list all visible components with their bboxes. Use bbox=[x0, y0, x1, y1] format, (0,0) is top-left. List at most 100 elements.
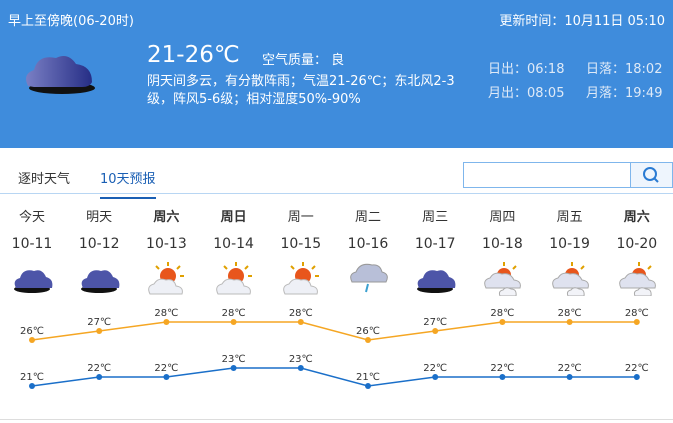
divider bbox=[0, 419, 673, 420]
day-column: 周四 10-18 bbox=[469, 206, 536, 300]
high-temp-label: 28℃ bbox=[490, 308, 514, 319]
high-temp-point bbox=[230, 319, 237, 325]
date: 10-11 bbox=[11, 236, 53, 252]
overcast-weather-icon bbox=[417, 270, 456, 293]
high-temp-point bbox=[633, 319, 640, 325]
low-temp-label: 23℃ bbox=[222, 354, 246, 365]
weekday: 周一 bbox=[287, 210, 314, 225]
date: 10-19 bbox=[549, 236, 590, 252]
overcast-weather-icon bbox=[81, 270, 120, 293]
air-quality: 空气质量： 良 bbox=[262, 53, 345, 68]
high-temp-label: 28℃ bbox=[558, 308, 582, 319]
weekday: 周六 bbox=[153, 210, 180, 225]
sunset: 日落：18:02 bbox=[586, 62, 663, 77]
partly-cloudy-weather-icon bbox=[484, 262, 522, 297]
tab-bar: 逐时天气 10天预报 bbox=[0, 156, 673, 199]
high-temp-point bbox=[96, 328, 103, 334]
low-temp-point bbox=[96, 374, 103, 380]
weekday: 周六 bbox=[623, 210, 650, 225]
weekday: 明天 bbox=[86, 210, 113, 225]
day-column: 周二 10-16 bbox=[335, 206, 402, 300]
tab-10-day[interactable]: 10天预报 bbox=[100, 168, 156, 199]
day-column: 今天 10-11 bbox=[0, 206, 66, 300]
date: 10-15 bbox=[280, 236, 322, 252]
low-temp-point bbox=[297, 365, 304, 371]
date: 10-18 bbox=[482, 236, 523, 252]
date: 10-14 bbox=[213, 236, 254, 252]
high-temp-point bbox=[365, 337, 371, 343]
day-column: 周日 10-14 bbox=[200, 206, 267, 300]
low-temp-label: 22℃ bbox=[625, 363, 649, 374]
day-column: 周五 10-19 bbox=[536, 206, 603, 300]
high-temp-point bbox=[432, 328, 439, 334]
high-temp-label: 26℃ bbox=[356, 326, 380, 337]
weekday: 周三 bbox=[422, 210, 449, 225]
search-button[interactable] bbox=[630, 162, 673, 188]
high-temp-label: 28℃ bbox=[222, 308, 246, 319]
low-temp-point bbox=[432, 374, 439, 380]
day-column: 周六 10-20 bbox=[603, 206, 670, 300]
low-temp-label: 23℃ bbox=[289, 354, 313, 365]
day-column: 周六 10-13 bbox=[133, 206, 200, 300]
high-temp-label: 27℃ bbox=[423, 317, 447, 328]
date: 10-12 bbox=[78, 236, 120, 252]
temperature-chart: 26℃ 27℃ 28℃ 28℃ 28℃ 26℃ 27℃ 28℃ 28℃ 28℃ 21℃ 22℃ 22℃ 2… bbox=[20, 308, 649, 389]
high-temp-label: 28℃ bbox=[154, 308, 178, 319]
low-temp-label: 22℃ bbox=[558, 363, 582, 374]
day-column: 周三 10-17 bbox=[402, 206, 469, 300]
sun-cloud-weather-icon bbox=[148, 262, 185, 295]
high-temp-point bbox=[566, 319, 573, 325]
high-temp-label: 26℃ bbox=[20, 326, 44, 337]
weekday: 今天 bbox=[18, 210, 45, 225]
weekday: 周五 bbox=[556, 210, 583, 225]
low-temp-point bbox=[230, 365, 237, 371]
shower-weather-icon bbox=[350, 263, 388, 293]
forecast-period: 早上至傍晚(06-20时) bbox=[8, 14, 134, 29]
low-temp-point bbox=[633, 374, 640, 380]
sun-cloud-weather-icon bbox=[215, 262, 252, 295]
date: 10-16 bbox=[347, 236, 389, 252]
low-temp-point bbox=[566, 374, 573, 380]
sun-cloud-weather-icon bbox=[282, 262, 319, 295]
high-temp-point bbox=[163, 319, 170, 325]
low-temp-label: 21℃ bbox=[20, 372, 44, 383]
overcast-weather-icon bbox=[14, 270, 53, 293]
weekday: 周四 bbox=[489, 210, 516, 225]
update-time: 更新时间：10月11日 05:10 bbox=[499, 14, 665, 29]
high-temp-point bbox=[297, 319, 304, 325]
partly-cloudy-weather-icon bbox=[618, 262, 656, 297]
low-temp-point bbox=[29, 383, 35, 389]
partly-cloudy-weather-icon bbox=[551, 262, 589, 297]
high-temp-point bbox=[499, 319, 506, 325]
low-temp-point bbox=[365, 383, 371, 389]
low-temp-label: 22℃ bbox=[490, 363, 514, 374]
low-temp-point bbox=[499, 374, 506, 380]
sunrise: 日出：06:18 bbox=[488, 62, 565, 77]
low-temp-line bbox=[31, 367, 637, 387]
high-temp-label: 28℃ bbox=[625, 308, 649, 319]
day-column: 明天 10-12 bbox=[66, 206, 133, 300]
search-icon bbox=[643, 167, 659, 183]
tab-hourly[interactable]: 逐时天气 bbox=[18, 172, 71, 187]
moonset: 月落：19:49 bbox=[586, 86, 663, 101]
low-temp-label: 22℃ bbox=[154, 363, 178, 374]
weather-description: 阴天间多云，有分散阵雨；气温21-26℃；东北风2-3级，阵风5-6级；相对湿度… bbox=[147, 74, 455, 107]
date: 10-20 bbox=[616, 236, 658, 252]
high-temp-label: 28℃ bbox=[289, 308, 313, 319]
search-input[interactable] bbox=[463, 162, 631, 188]
current-weather-panel: 早上至傍晚(06-20时) 更新时间：10月11日 05:10 21-26℃ 空… bbox=[0, 0, 673, 148]
date: 10-13 bbox=[146, 236, 187, 252]
date: 10-17 bbox=[414, 236, 456, 252]
low-temp-label: 22℃ bbox=[87, 363, 111, 374]
moonrise: 月出：08:05 bbox=[488, 86, 565, 101]
low-temp-label: 22℃ bbox=[423, 363, 447, 374]
weekday: 周二 bbox=[354, 210, 381, 225]
high-temp-line bbox=[31, 321, 637, 341]
overcast-cloud-icon bbox=[26, 56, 95, 94]
low-temp-point bbox=[163, 374, 170, 380]
high-temp-point bbox=[29, 337, 35, 343]
day-column: 周一 10-15 bbox=[267, 206, 334, 300]
high-temp-label: 27℃ bbox=[87, 317, 111, 328]
low-temp-label: 21℃ bbox=[356, 372, 380, 383]
weekday: 周日 bbox=[220, 210, 247, 225]
